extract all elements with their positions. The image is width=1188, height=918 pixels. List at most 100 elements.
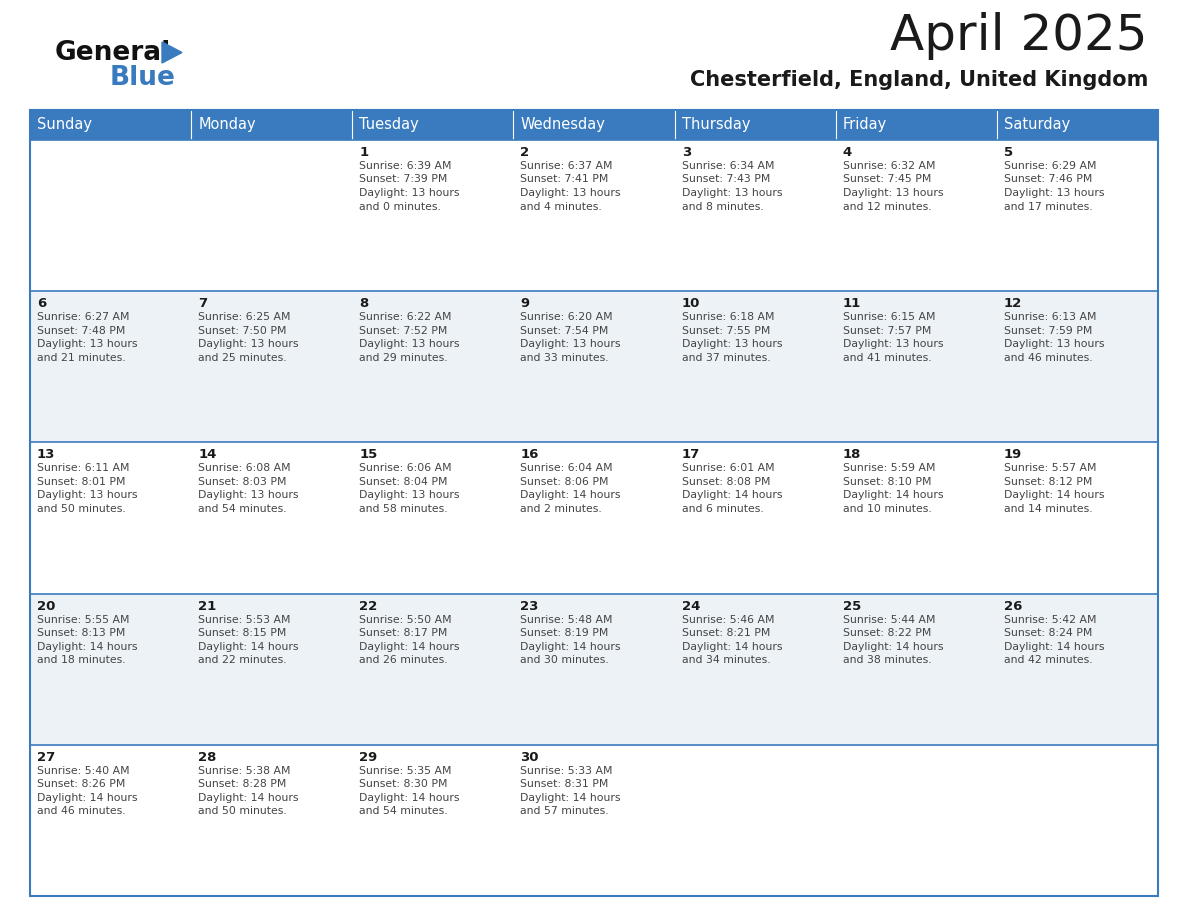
Text: 23: 23 — [520, 599, 539, 612]
Text: Daylight: 14 hours: Daylight: 14 hours — [520, 490, 621, 500]
Text: and 14 minutes.: and 14 minutes. — [1004, 504, 1093, 514]
Bar — [513, 291, 675, 442]
Text: Sunrise: 6:22 AM: Sunrise: 6:22 AM — [359, 312, 451, 322]
Text: Daylight: 13 hours: Daylight: 13 hours — [682, 188, 782, 198]
Text: Daylight: 13 hours: Daylight: 13 hours — [1004, 188, 1105, 198]
Text: Daylight: 13 hours: Daylight: 13 hours — [1004, 339, 1105, 349]
Text: Daylight: 14 hours: Daylight: 14 hours — [842, 642, 943, 652]
Text: 18: 18 — [842, 448, 861, 462]
Bar — [513, 140, 675, 291]
Bar — [997, 140, 1158, 291]
Bar — [191, 140, 353, 291]
Text: 11: 11 — [842, 297, 861, 310]
Text: and 26 minutes.: and 26 minutes. — [359, 655, 448, 666]
Text: Sunset: 8:24 PM: Sunset: 8:24 PM — [1004, 628, 1092, 638]
Text: Sunset: 7:54 PM: Sunset: 7:54 PM — [520, 326, 608, 336]
Bar — [835, 594, 997, 744]
Bar — [513, 744, 675, 896]
Text: 16: 16 — [520, 448, 539, 462]
Text: Sunrise: 6:29 AM: Sunrise: 6:29 AM — [1004, 161, 1097, 171]
Text: and 58 minutes.: and 58 minutes. — [359, 504, 448, 514]
Text: Sunset: 8:17 PM: Sunset: 8:17 PM — [359, 628, 448, 638]
Text: Daylight: 14 hours: Daylight: 14 hours — [682, 490, 782, 500]
Bar — [191, 594, 353, 744]
Bar — [997, 110, 1158, 140]
Text: and 8 minutes.: and 8 minutes. — [682, 201, 764, 211]
Text: 13: 13 — [37, 448, 56, 462]
Text: Sunrise: 5:50 AM: Sunrise: 5:50 AM — [359, 614, 451, 624]
Text: Sunset: 7:45 PM: Sunset: 7:45 PM — [842, 174, 931, 185]
Bar — [353, 110, 513, 140]
Bar — [835, 140, 997, 291]
Text: Monday: Monday — [198, 118, 255, 132]
Text: Daylight: 13 hours: Daylight: 13 hours — [198, 490, 298, 500]
Text: 9: 9 — [520, 297, 530, 310]
Text: Sunrise: 6:08 AM: Sunrise: 6:08 AM — [198, 464, 291, 474]
Text: Sunrise: 6:18 AM: Sunrise: 6:18 AM — [682, 312, 775, 322]
Text: Saturday: Saturday — [1004, 118, 1070, 132]
Bar — [191, 291, 353, 442]
Text: Daylight: 14 hours: Daylight: 14 hours — [682, 642, 782, 652]
Text: and 50 minutes.: and 50 minutes. — [198, 806, 286, 816]
Text: Sunset: 7:48 PM: Sunset: 7:48 PM — [37, 326, 126, 336]
Text: Sunday: Sunday — [37, 118, 91, 132]
Text: April 2025: April 2025 — [891, 12, 1148, 60]
Text: Daylight: 13 hours: Daylight: 13 hours — [682, 339, 782, 349]
Text: and 12 minutes.: and 12 minutes. — [842, 201, 931, 211]
Text: Sunrise: 6:39 AM: Sunrise: 6:39 AM — [359, 161, 451, 171]
Text: Sunrise: 6:13 AM: Sunrise: 6:13 AM — [1004, 312, 1097, 322]
Bar — [997, 594, 1158, 744]
Text: and 57 minutes.: and 57 minutes. — [520, 806, 609, 816]
Text: Sunrise: 5:59 AM: Sunrise: 5:59 AM — [842, 464, 935, 474]
Text: 29: 29 — [359, 751, 378, 764]
Text: Sunset: 8:15 PM: Sunset: 8:15 PM — [198, 628, 286, 638]
Text: Sunrise: 5:53 AM: Sunrise: 5:53 AM — [198, 614, 291, 624]
Text: 8: 8 — [359, 297, 368, 310]
Text: 24: 24 — [682, 599, 700, 612]
Text: Daylight: 14 hours: Daylight: 14 hours — [37, 642, 138, 652]
Text: 10: 10 — [682, 297, 700, 310]
Text: Daylight: 13 hours: Daylight: 13 hours — [842, 339, 943, 349]
Text: 5: 5 — [1004, 146, 1013, 159]
Text: Daylight: 14 hours: Daylight: 14 hours — [37, 793, 138, 803]
Text: Daylight: 13 hours: Daylight: 13 hours — [520, 339, 621, 349]
Bar — [997, 442, 1158, 594]
Bar — [675, 594, 835, 744]
Text: 26: 26 — [1004, 599, 1022, 612]
Text: and 38 minutes.: and 38 minutes. — [842, 655, 931, 666]
Text: Sunrise: 5:35 AM: Sunrise: 5:35 AM — [359, 766, 451, 776]
Text: Sunrise: 5:48 AM: Sunrise: 5:48 AM — [520, 614, 613, 624]
Text: Thursday: Thursday — [682, 118, 750, 132]
Text: Sunrise: 5:44 AM: Sunrise: 5:44 AM — [842, 614, 935, 624]
Text: 7: 7 — [198, 297, 207, 310]
Bar — [191, 744, 353, 896]
Text: Sunrise: 6:25 AM: Sunrise: 6:25 AM — [198, 312, 291, 322]
Text: and 0 minutes.: and 0 minutes. — [359, 201, 441, 211]
Text: Sunrise: 6:06 AM: Sunrise: 6:06 AM — [359, 464, 451, 474]
Text: and 17 minutes.: and 17 minutes. — [1004, 201, 1093, 211]
Bar — [997, 291, 1158, 442]
Text: Friday: Friday — [842, 118, 887, 132]
Text: Sunset: 8:31 PM: Sunset: 8:31 PM — [520, 779, 608, 789]
Text: 27: 27 — [37, 751, 56, 764]
Bar — [835, 110, 997, 140]
Text: Sunset: 7:52 PM: Sunset: 7:52 PM — [359, 326, 448, 336]
Bar — [353, 594, 513, 744]
Text: 20: 20 — [37, 599, 56, 612]
Text: Sunset: 7:43 PM: Sunset: 7:43 PM — [682, 174, 770, 185]
Text: Daylight: 14 hours: Daylight: 14 hours — [198, 793, 298, 803]
Text: 30: 30 — [520, 751, 539, 764]
Text: Sunset: 7:59 PM: Sunset: 7:59 PM — [1004, 326, 1092, 336]
Text: 17: 17 — [682, 448, 700, 462]
Text: Sunrise: 6:20 AM: Sunrise: 6:20 AM — [520, 312, 613, 322]
Text: Sunset: 7:57 PM: Sunset: 7:57 PM — [842, 326, 931, 336]
Text: Daylight: 13 hours: Daylight: 13 hours — [359, 490, 460, 500]
Text: Sunset: 7:39 PM: Sunset: 7:39 PM — [359, 174, 448, 185]
Text: 1: 1 — [359, 146, 368, 159]
Text: Sunrise: 6:27 AM: Sunrise: 6:27 AM — [37, 312, 129, 322]
Bar — [675, 442, 835, 594]
Bar — [30, 110, 1158, 896]
Text: and 6 minutes.: and 6 minutes. — [682, 504, 764, 514]
Bar — [353, 291, 513, 442]
Bar — [835, 744, 997, 896]
